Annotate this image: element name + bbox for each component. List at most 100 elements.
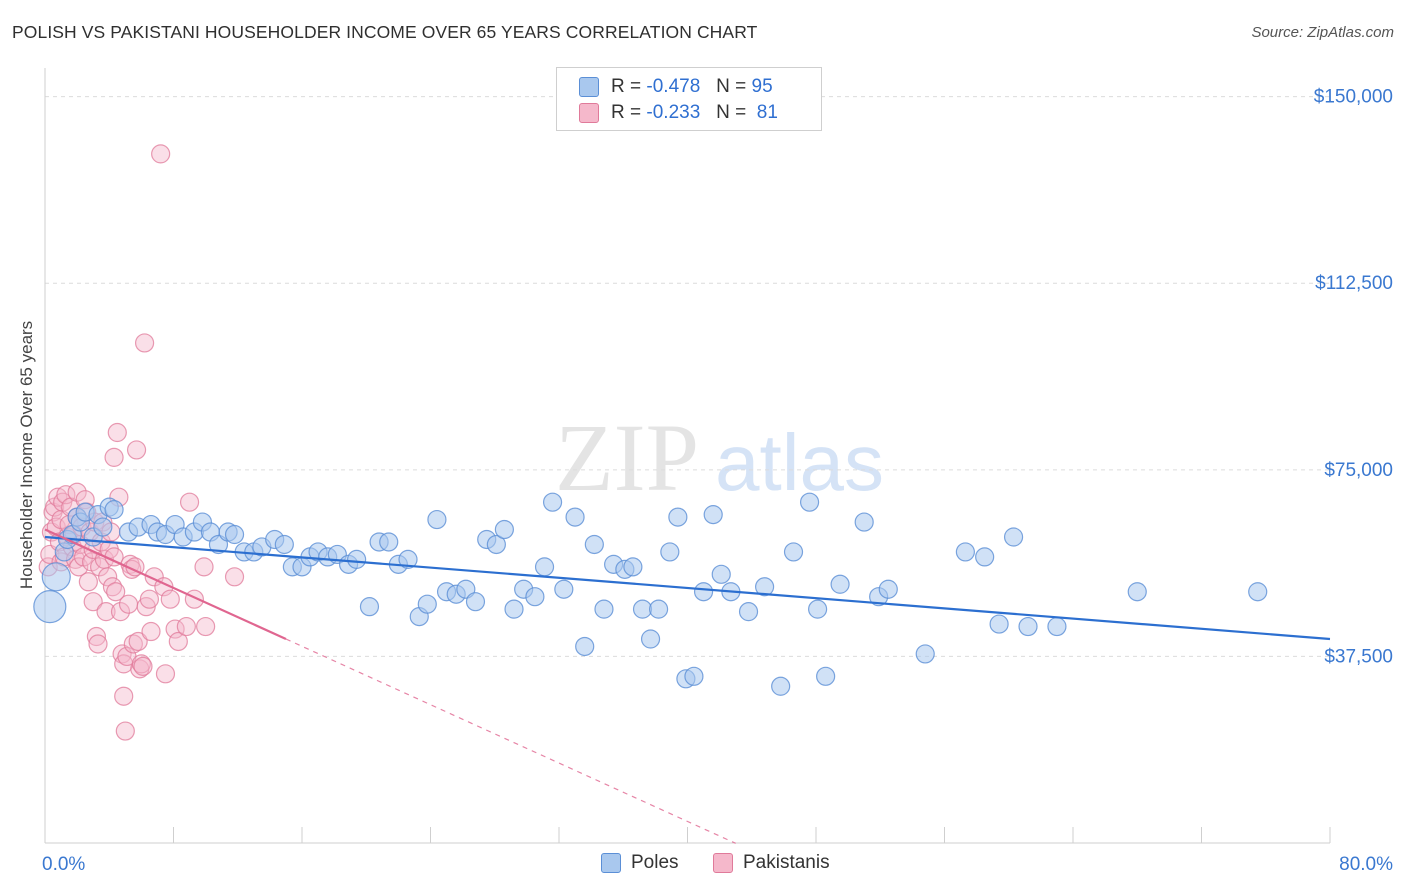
poles-point (693, 582, 714, 602)
poles-point (989, 614, 1009, 634)
poles-point (584, 534, 604, 555)
poles-point (542, 492, 563, 512)
poles-point (711, 564, 731, 584)
y-tick-labels: $37,500 $75,000 $112,500 $150,000 (1314, 87, 1393, 668)
pakistanis-point (96, 602, 116, 622)
legend-poles-swatch (601, 853, 621, 873)
pakistanis-point (155, 664, 176, 684)
poles-point (975, 547, 995, 567)
y-tick-label: $75,000 (1324, 460, 1393, 481)
legend-item-poles[interactable]: Poles (601, 852, 679, 874)
poles-point (525, 587, 545, 607)
poles-point (1127, 582, 1147, 602)
poles-point (359, 597, 380, 617)
poles-point (554, 579, 574, 599)
poles-point (830, 574, 850, 594)
poles-point (93, 517, 113, 537)
series-legend: Poles Pakistanis (0, 852, 1406, 878)
poles-n-value: 95 (751, 76, 773, 97)
poles-point (648, 599, 669, 619)
poles-point (33, 590, 67, 624)
pakistanis-swatch (579, 103, 599, 123)
poles-point (465, 592, 486, 612)
poles-point (486, 534, 506, 555)
pakistanis-point (139, 589, 160, 609)
pakistanis-point (83, 592, 103, 612)
pakistanis-r-value: -0.233 (646, 102, 701, 123)
poles-point (1047, 616, 1067, 637)
pakistanis-point (134, 333, 155, 353)
poles-point (854, 512, 874, 532)
pakistanis-point (106, 582, 126, 602)
poles-point (347, 549, 367, 569)
pakistanis-point (118, 594, 139, 614)
poles-point (754, 577, 775, 597)
poles-point (504, 599, 524, 619)
pakistanis-point (160, 589, 180, 609)
poles-point (379, 532, 399, 552)
pakistanis-point (69, 557, 89, 577)
pakistanis-point (141, 621, 161, 642)
pakistanis-point (179, 492, 200, 512)
source-label: Source: ZipAtlas.com (1251, 24, 1394, 41)
pakistanis-point (114, 686, 134, 706)
poles-r-label: R = (611, 76, 642, 97)
poles-point (816, 666, 836, 686)
poles-point (1003, 527, 1024, 547)
legend-pakistanis-label: Pakistanis (743, 852, 830, 873)
y-tick-label: $112,500 (1315, 273, 1393, 294)
pakistanis-point (78, 572, 98, 592)
poles-point (494, 519, 514, 540)
pakistanis-point (115, 721, 135, 741)
y-axis-label: Householder Income Over 65 years (17, 321, 36, 589)
poles-point (783, 542, 804, 562)
x-tick-labels: 0.0% 80.0% (42, 854, 1393, 875)
pakistanis-n-value: 81 (756, 102, 778, 123)
poles-point (799, 492, 820, 512)
poles-point (808, 599, 828, 619)
pakistanis-point (176, 616, 196, 637)
pakistanis-point (104, 447, 124, 467)
poles-point (575, 636, 595, 657)
poles-point (623, 557, 643, 577)
pakistanis-point (128, 631, 148, 652)
pakistanis-trendline (44, 528, 287, 641)
poles-swatch (579, 77, 599, 97)
poles-point (668, 507, 688, 527)
poles-point (915, 644, 935, 664)
correlation-legend: R = -0.478 N = 95 R = -0.233 N = 81 (556, 67, 822, 131)
poles-point (640, 629, 661, 649)
watermark-atlas: atlas (715, 418, 884, 507)
pakistanis-point (110, 602, 131, 622)
pakistanis-point (194, 557, 214, 577)
pakistanis-point (98, 567, 118, 587)
pakistanis-point (56, 485, 76, 505)
poles-point (955, 542, 975, 562)
y-tick-label: $150,000 (1314, 87, 1393, 108)
poles-r-value: -0.478 (646, 76, 701, 97)
poles-point (427, 509, 447, 530)
poles-point (771, 676, 791, 696)
watermark-zip: ZIP (555, 404, 699, 511)
poles-point (417, 594, 437, 614)
legend-item-pakistanis[interactable]: Pakistanis (713, 852, 830, 874)
poles-trendline (44, 535, 1331, 641)
pakistanis-point (151, 144, 171, 164)
trendlines (44, 528, 1331, 844)
poles-point (41, 562, 71, 592)
pakistanis-point (67, 482, 87, 502)
x-tick-label: 80.0% (1339, 854, 1393, 875)
legend-pakistanis-swatch (713, 853, 733, 873)
poles-point (738, 602, 759, 622)
poles-point (534, 557, 555, 577)
poles-point (224, 524, 245, 545)
legend-poles-label: Poles (631, 852, 679, 873)
poles-point (660, 542, 680, 562)
poles-points (33, 492, 1268, 696)
pakistanis-point (168, 631, 188, 652)
pakistanis-point (107, 422, 127, 443)
poles-point (565, 507, 585, 527)
x-tick-label: 0.0% (42, 854, 85, 875)
poles-point (274, 534, 294, 555)
